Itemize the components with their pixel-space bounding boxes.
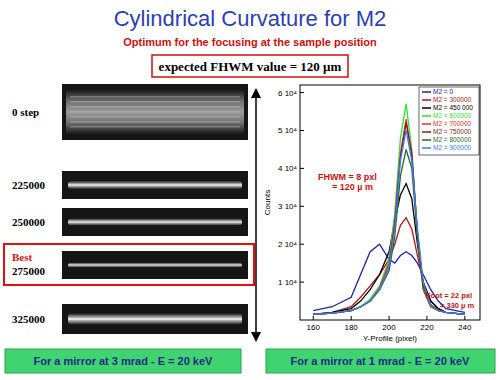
beam-label: 275000 xyxy=(12,265,46,277)
beam-image xyxy=(62,251,248,279)
beam-spot xyxy=(68,314,242,325)
caption-box xyxy=(266,349,495,373)
legend-swatch xyxy=(422,99,431,101)
beam-spot xyxy=(68,181,242,189)
legend-swatch xyxy=(422,115,431,117)
beam-background xyxy=(62,84,248,140)
y-axis-label: Counts xyxy=(263,190,272,215)
arrow-head xyxy=(251,332,261,342)
expected-box xyxy=(152,55,348,77)
legend-label: M2 = 900000 xyxy=(433,144,472,151)
legend-label: M2 = 300000 xyxy=(433,96,472,103)
beam-stripe xyxy=(70,111,240,113)
x-tick-label: 200 xyxy=(382,323,396,332)
beam-spot xyxy=(66,90,244,134)
beam-background xyxy=(62,171,248,199)
beam-spot xyxy=(68,263,242,268)
y-tick-label: 4 10⁴ xyxy=(278,164,298,173)
y-tick-label: 2 10⁴ xyxy=(278,240,298,249)
beam-background xyxy=(62,251,248,279)
beam-label: 225000 xyxy=(12,179,46,191)
x-tick xyxy=(389,316,390,320)
legend-label: M2 = 450 000 xyxy=(433,104,473,111)
title: Cylindrical Curvature for M2 xyxy=(114,6,387,31)
beam-stripe xyxy=(70,116,240,118)
beam-image xyxy=(62,208,248,236)
beam-label: 0 step xyxy=(12,106,39,118)
legend-swatch xyxy=(422,139,431,141)
annotation: = 120 µ m xyxy=(332,182,373,192)
caption: For a mirror at 3 mrad - E = 20 keV xyxy=(34,355,213,367)
subtitle: Optimum for the focusing at the sample p… xyxy=(123,36,377,48)
y-tick xyxy=(300,130,304,131)
legend-swatch xyxy=(422,107,431,109)
x-tick xyxy=(351,316,352,320)
beam-image xyxy=(62,171,248,199)
beam-stripe xyxy=(70,126,240,128)
beam-stripe xyxy=(70,106,240,108)
caption: For a mirror at 1 mrad - E = 20 keV xyxy=(291,355,470,367)
x-tick xyxy=(464,316,465,320)
beam-stripe xyxy=(70,121,240,123)
beam-background xyxy=(62,304,248,334)
best-box xyxy=(4,244,254,285)
y-tick xyxy=(300,92,304,93)
series-line xyxy=(313,149,465,314)
y-tick xyxy=(300,206,304,207)
legend-swatch xyxy=(422,131,431,133)
expected-text: expected FHWM value = 120 µm xyxy=(159,59,342,74)
legend-box xyxy=(419,87,479,155)
beam-label: 325000 xyxy=(12,313,46,325)
x-axis-label: Y-Profile (pixel) xyxy=(363,334,417,343)
beam-stripe xyxy=(70,96,240,98)
y-tick-label: 1 10⁴ xyxy=(278,278,298,287)
legend-swatch xyxy=(422,123,431,125)
series-line xyxy=(313,130,465,314)
x-tick xyxy=(313,316,314,320)
beam-spot xyxy=(68,219,242,226)
x-tick-label: 240 xyxy=(458,323,472,332)
beam-stripe xyxy=(70,101,240,103)
caption-box xyxy=(5,349,241,373)
plot-frame xyxy=(300,85,480,320)
annotation: FHWM = 8 pxl xyxy=(318,172,377,182)
annotation: = 330 µ m xyxy=(440,301,474,310)
legend-label: M2 = 750000 xyxy=(433,128,472,135)
beam-image xyxy=(62,84,248,140)
legend: M2 = 0M2 = 300000M2 = 450 000M2 = 600000… xyxy=(419,87,479,155)
legend-swatch xyxy=(422,91,431,93)
x-tick-label: 160 xyxy=(307,323,321,332)
y-tick-label: 3 10⁴ xyxy=(278,202,298,211)
x-tick-label: 180 xyxy=(344,323,358,332)
legend-label: M2 = 0 xyxy=(433,88,453,95)
beam-background xyxy=(62,208,248,236)
legend-label: M2 = 800000 xyxy=(433,136,472,143)
legend-swatch xyxy=(422,147,431,149)
y-tick-label: 5 10⁴ xyxy=(278,126,298,135)
annotation: Foot = 22 pxl xyxy=(426,291,472,300)
beam-image xyxy=(62,304,248,334)
y-tick xyxy=(300,168,304,169)
legend-label: M2 = 600000 xyxy=(433,112,472,119)
arrow-head xyxy=(251,88,261,98)
best-tag: Best xyxy=(12,251,33,263)
y-tick-label: 6 10⁴ xyxy=(278,89,298,98)
x-tick-label: 220 xyxy=(420,323,434,332)
beam-label: 250000 xyxy=(12,216,46,228)
slide: Cylindrical Curvature for M2 Optimum for … xyxy=(0,0,500,380)
x-tick xyxy=(426,316,427,320)
y-tick xyxy=(300,282,304,283)
y-tick xyxy=(300,244,304,245)
legend-label: M2 = 700000 xyxy=(433,120,472,127)
arrow-line xyxy=(255,94,257,336)
